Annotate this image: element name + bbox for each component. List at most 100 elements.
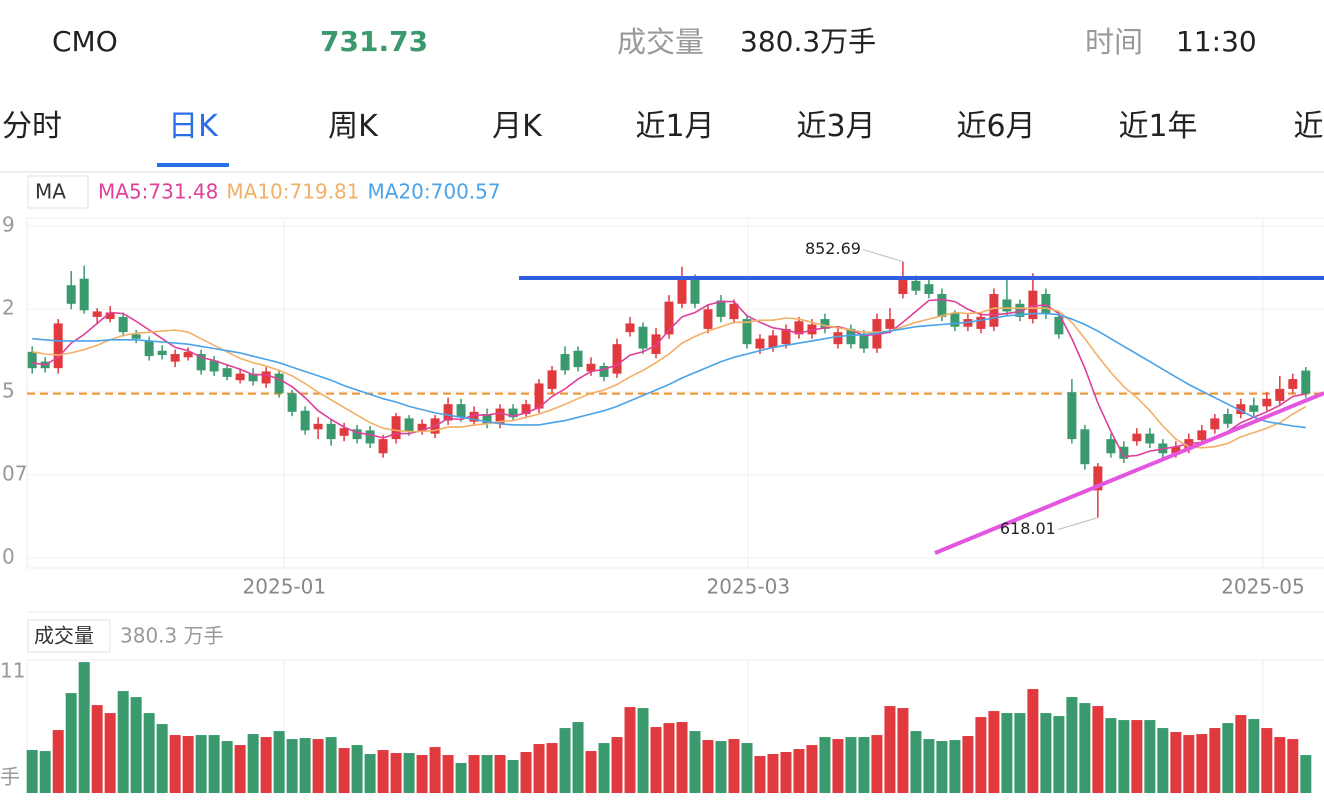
candle-body xyxy=(1301,370,1311,394)
candle-body xyxy=(391,416,401,440)
volume-subtitle: 380.3 万手 xyxy=(120,624,224,648)
candle-body xyxy=(1080,429,1090,465)
candle-body xyxy=(1132,433,1142,442)
candle-body xyxy=(573,350,583,368)
volume-bar xyxy=(650,727,662,793)
volume-bar xyxy=(455,763,467,793)
candle-body xyxy=(976,316,986,329)
volume-bar xyxy=(1066,697,1078,793)
tab[interactable]: 近3月 xyxy=(796,109,876,144)
candle-body xyxy=(469,411,479,422)
volume-bar xyxy=(104,713,116,793)
volume-bar xyxy=(1118,720,1130,793)
volume-bar xyxy=(26,750,38,793)
volume-bar xyxy=(1079,703,1091,793)
y-tick-label: 0 xyxy=(2,545,15,569)
candle-body xyxy=(989,293,999,327)
volume-bar xyxy=(1196,734,1208,793)
candle-body xyxy=(716,300,726,317)
volume-bar xyxy=(260,737,272,793)
candle-body xyxy=(1002,299,1012,312)
candle-body xyxy=(66,285,76,304)
symbol: CMO xyxy=(52,25,118,58)
volume-bar xyxy=(429,747,441,793)
candle-body xyxy=(677,276,687,304)
volume-bar xyxy=(715,741,727,793)
tab[interactable]: 近1月 xyxy=(635,109,715,144)
candle-body xyxy=(1028,290,1038,320)
volume-bar xyxy=(156,724,168,793)
time-label: 时间 xyxy=(1085,25,1144,59)
candle-body xyxy=(1041,293,1051,314)
candle-body xyxy=(222,368,232,377)
volume-bar xyxy=(507,760,519,793)
x-tick-label: 2025-03 xyxy=(706,575,790,599)
volume-bar xyxy=(299,738,311,793)
candle-body xyxy=(755,338,765,349)
volume-bar xyxy=(312,739,324,793)
volume-bar xyxy=(481,755,493,793)
ma-line xyxy=(32,307,1307,449)
volume-bar xyxy=(364,754,376,793)
annotation-leader xyxy=(862,249,904,263)
volume-box xyxy=(27,619,111,653)
candle-body xyxy=(885,319,895,329)
candle-body xyxy=(1210,418,1220,430)
candle-body xyxy=(599,365,609,377)
tab[interactable]: 月K xyxy=(492,109,542,144)
candle-body xyxy=(1288,379,1298,389)
volume-bar xyxy=(923,739,935,793)
volume-bar xyxy=(728,739,740,793)
volume-unit: 手 xyxy=(0,765,20,789)
volume-bar xyxy=(91,705,103,793)
volume-bar xyxy=(533,744,545,793)
tab[interactable]: 近1年 xyxy=(1118,109,1198,144)
volume-bar xyxy=(806,745,818,793)
candle-body xyxy=(1262,398,1272,407)
volume-bar xyxy=(234,745,246,793)
tab[interactable]: 分时 xyxy=(2,109,62,144)
candle-body xyxy=(378,439,388,454)
volume-bar xyxy=(169,735,181,793)
annotation: 852.69 xyxy=(805,239,861,258)
candle-body xyxy=(1067,392,1077,440)
volume-bar xyxy=(130,697,142,793)
candle-body xyxy=(742,319,752,345)
tab[interactable]: 近6月 xyxy=(956,109,1036,144)
candle-body xyxy=(937,293,947,317)
tab[interactable]: 日K xyxy=(168,109,218,144)
volume-bar xyxy=(1300,755,1312,793)
candle-body xyxy=(638,326,648,349)
legend-entry: MA10:719.81 xyxy=(226,180,359,204)
volume-bar xyxy=(767,754,779,793)
ma-label: MA xyxy=(35,180,66,204)
candle-body xyxy=(482,414,492,424)
tab[interactable]: 周K xyxy=(328,109,378,144)
volume-bar xyxy=(832,739,844,793)
volume-bar xyxy=(1235,715,1247,793)
tab[interactable]: 近3 xyxy=(1293,109,1324,144)
candle-body xyxy=(625,323,635,333)
volume-bar xyxy=(1092,706,1104,793)
volume-bar xyxy=(325,737,337,793)
candle-body xyxy=(1054,316,1064,335)
candle-body xyxy=(131,334,141,339)
volume-bar xyxy=(1053,716,1065,793)
volume-bar xyxy=(819,737,831,793)
candle-body xyxy=(170,353,180,362)
volume-bar xyxy=(689,731,701,793)
volume-bar xyxy=(1131,720,1143,793)
volume-bar xyxy=(182,736,194,793)
candle-body xyxy=(118,316,128,333)
candle-body xyxy=(144,340,154,357)
candle-body xyxy=(1275,388,1285,401)
volume-bar xyxy=(663,723,675,793)
volume-bar xyxy=(247,734,259,793)
volume-bar xyxy=(936,741,948,793)
volume-tick-label: 11 xyxy=(0,659,25,683)
volume-bar xyxy=(1040,713,1052,793)
volume-bar xyxy=(468,755,480,793)
volume-bar xyxy=(1014,713,1026,793)
